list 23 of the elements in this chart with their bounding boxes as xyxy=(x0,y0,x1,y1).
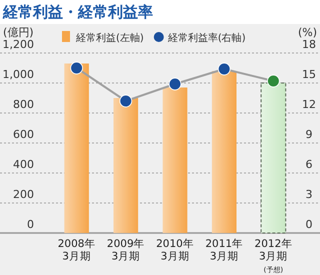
legend-label: 経常利益(左軸) xyxy=(75,32,144,44)
y2-tick-label: 9 xyxy=(306,128,312,141)
x-tick-label: 2008年 3月期 xyxy=(58,238,96,262)
y2-tick-label: 18 xyxy=(302,38,316,51)
y-tick-label: 800 xyxy=(13,98,34,111)
y2-tick-label: 6 xyxy=(306,158,312,171)
y-tick-label: 0 xyxy=(27,218,34,231)
y-tick-label: 400 xyxy=(13,158,34,171)
y-tick-label: 1,200 xyxy=(2,38,34,51)
x-tick-label: 2010年 3月期 xyxy=(156,238,194,262)
y2-tick-label: 15 xyxy=(302,68,316,81)
y2-axis-title: (%) xyxy=(298,26,317,39)
y2-tick-label: 3 xyxy=(306,188,312,201)
y-axis-title: (億円) xyxy=(3,26,34,39)
chart-title: 経常利益・経常利益率 xyxy=(2,3,153,21)
y2-tick-label: 12 xyxy=(302,98,316,111)
y-tick-label: 600 xyxy=(13,128,34,141)
x-tick-label: 2009年 3月期 xyxy=(106,238,145,262)
x-tick-label: 2011年 3月期 xyxy=(205,238,244,262)
y2-tick-label: 0 xyxy=(306,218,312,231)
legend-label: 経常利益率(右軸) xyxy=(166,32,246,44)
y-tick-label: 1,000 xyxy=(2,68,34,81)
y-tick-label: 200 xyxy=(13,188,34,201)
